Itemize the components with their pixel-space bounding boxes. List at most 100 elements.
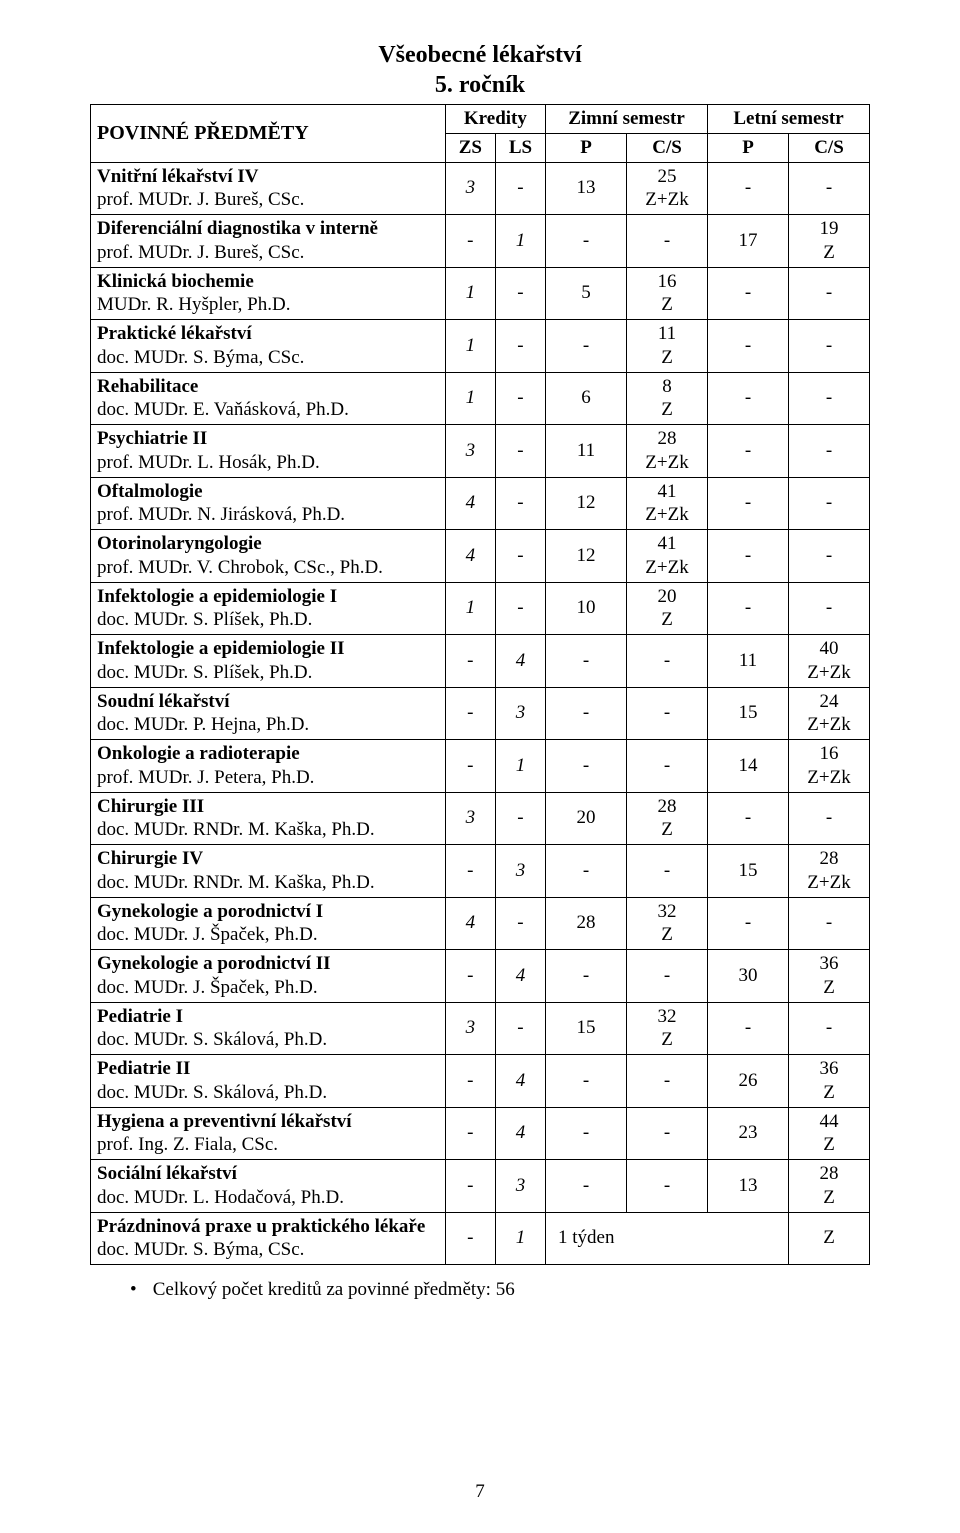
subject-teacher: doc. MUDr. J. Špaček, Ph.D. [97,976,439,1000]
page-number: 7 [0,1481,960,1503]
col-subjects: POVINNÉ PŘEDMĚTY [91,105,446,163]
cell-zs: - [445,845,495,898]
cell-zs: - [445,687,495,740]
cell: 36Z [788,1055,869,1108]
cell-zs: - [445,1160,495,1213]
cell-summer-p: 15 [708,845,789,898]
table-row: Sociální lékařstvídoc. MUDr. L. Hodačová… [91,1160,870,1213]
cell-summer-p: - [708,582,789,635]
subject-cell: Praktické lékařstvídoc. MUDr. S. Býma, C… [91,320,446,373]
cell-ls: - [495,425,545,478]
col-ls: LS [495,133,545,162]
cell-winter-p: 11 [546,425,627,478]
cell: 36Z [788,950,869,1003]
cell: - [627,845,708,898]
cell-zs: 1 [445,582,495,635]
cell-winter-p: - [546,1160,627,1213]
cell-winter-p: 5 [546,267,627,320]
cell: 28Z [788,1160,869,1213]
col-zs: ZS [445,133,495,162]
subject-cell: Infektologie a epidemiologie IIdoc. MUDr… [91,635,446,688]
cell-winter-p: - [546,950,627,1003]
cell-summer-p: - [708,425,789,478]
subject-teacher: doc. MUDr. S. Skálová, Ph.D. [97,1028,439,1052]
cell-winter-p: 15 [546,1002,627,1055]
subject-cell: Diferenciální diagnostika v interněprof.… [91,215,446,268]
subject-name: Onkologie a radioterapie [97,742,439,766]
cell: 19Z [788,215,869,268]
cell-winter-p: - [546,215,627,268]
subject-cell: Otorinolaryngologieprof. MUDr. V. Chrobo… [91,530,446,583]
cell-zs: 3 [445,792,495,845]
subject-cell: Infektologie a epidemiologie Idoc. MUDr.… [91,582,446,635]
subject-cell: Gynekologie a porodnictví IIdoc. MUDr. J… [91,950,446,1003]
subject-teacher: MUDr. R. Hyšpler, Ph.D. [97,293,439,317]
cell-winter-p: - [546,320,627,373]
subject-name: Chirurgie III [97,795,439,819]
cell-winter-p: 20 [546,792,627,845]
table-row: Psychiatrie IIprof. MUDr. L. Hosák, Ph.D… [91,425,870,478]
cell-zs: 3 [445,1002,495,1055]
cell: 16Z [627,267,708,320]
cell-summer-cs: - [788,372,869,425]
cell-winter-p: 6 [546,372,627,425]
subject-name: Gynekologie a porodnictví II [97,952,439,976]
subject-cell: Pediatrie Idoc. MUDr. S. Skálová, Ph.D. [91,1002,446,1055]
cell-winter-p: 10 [546,582,627,635]
subject-name: Oftalmologie [97,480,439,504]
cell-winter-p: - [546,1107,627,1160]
cell-summer-p: - [708,530,789,583]
cell: 20Z [627,582,708,635]
table-row: Oftalmologieprof. MUDr. N. Jirásková, Ph… [91,477,870,530]
cell-summer-p: - [708,477,789,530]
subject-cell: Onkologie a radioterapieprof. MUDr. J. P… [91,740,446,793]
cell: - [627,1107,708,1160]
cell-summer-cs: - [788,582,869,635]
cell: 8Z [627,372,708,425]
subject-teacher: doc. MUDr. S. Býma, CSc. [97,346,439,370]
subject-cell: Klinická biochemieMUDr. R. Hyšpler, Ph.D… [91,267,446,320]
credit-summary-row: • Celkový počet kreditů za povinné předm… [90,1279,870,1301]
cell-ls: 3 [495,845,545,898]
cell-summer-p: 15 [708,687,789,740]
cell: 16Z+Zk [788,740,869,793]
cell-ls: 1 [495,1212,545,1265]
cell-summer-cs: Z [788,1212,869,1265]
cell: 44Z [788,1107,869,1160]
cell: - [627,740,708,793]
subject-name: Infektologie a epidemiologie I [97,585,439,609]
cell-summer-cs: - [788,425,869,478]
cell-summer-cs: - [788,162,869,215]
table-row: Gynekologie a porodnictví IIdoc. MUDr. J… [91,950,870,1003]
cell-winter-p: 13 [546,162,627,215]
subject-cell: Rehabilitacedoc. MUDr. E. Vaňásková, Ph.… [91,372,446,425]
cell-zs: 3 [445,162,495,215]
subject-name: Psychiatrie II [97,427,439,451]
page: Všeobecné lékařství 5. ročník POVINNÉ PŘ… [0,0,960,1533]
cell: 24Z+Zk [788,687,869,740]
cell-zs: - [445,1212,495,1265]
cell: 28Z+Zk [788,845,869,898]
cell-ls: 1 [495,215,545,268]
subject-teacher: prof. MUDr. J. Bureš, CSc. [97,241,439,265]
cell-zs: 1 [445,320,495,373]
subject-teacher: doc. MUDr. L. Hodačová, Ph.D. [97,1186,439,1210]
subject-teacher: doc. MUDr. E. Vaňásková, Ph.D. [97,398,439,422]
cell: 32Z [627,897,708,950]
subject-name: Otorinolaryngologie [97,532,439,556]
subject-teacher: prof. MUDr. N. Jirásková, Ph.D. [97,503,439,527]
subject-name: Pediatrie I [97,1005,439,1029]
cell: - [627,1160,708,1213]
cell-winter-p: - [546,845,627,898]
subject-teacher: doc. MUDr. J. Špaček, Ph.D. [97,923,439,947]
table-row: Klinická biochemieMUDr. R. Hyšpler, Ph.D… [91,267,870,320]
cell-zs: - [445,215,495,268]
col-summer-p: P [708,133,789,162]
cell-ls: 1 [495,740,545,793]
cell: - [627,950,708,1003]
cell-summer-p: 26 [708,1055,789,1108]
cell-summer-p: - [708,372,789,425]
cell: 25Z+Zk [627,162,708,215]
subject-teacher: prof. MUDr. J. Petera, Ph.D. [97,766,439,790]
subject-teacher: doc. MUDr. S. Skálová, Ph.D. [97,1081,439,1105]
